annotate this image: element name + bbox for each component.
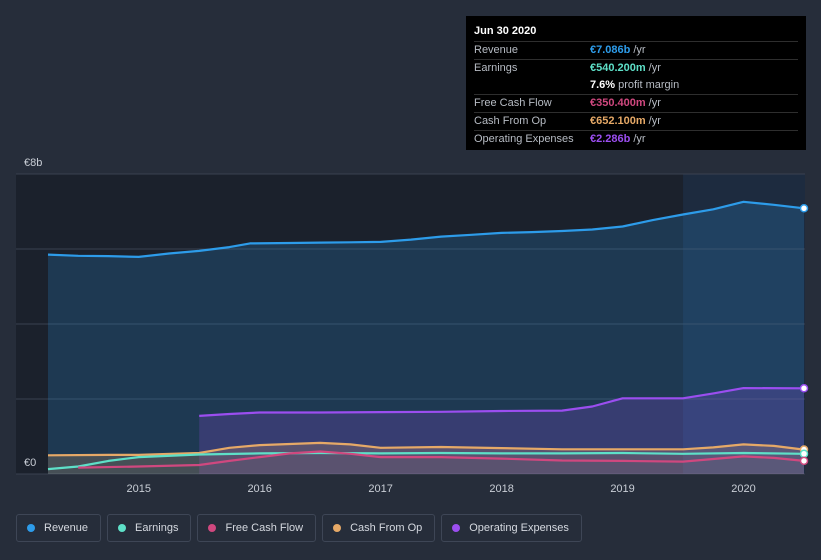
tooltip-label: Operating Expenses [474,133,574,145]
cash_from_op-line [47,441,805,457]
tooltip-unit: profit margin [618,79,680,91]
tooltip-value: €7.086b [590,44,631,56]
tooltip-row-profit-margin: 7.6% profit margin [474,77,798,95]
series-group [47,200,805,475]
legend-label: Cash From Op [350,522,423,534]
revenue-line [47,200,805,258]
legend-dot-icon [452,524,461,532]
free_cash_flow-end-point [799,456,809,466]
revenue-area [48,201,804,475]
end-markers [799,204,809,466]
legend-item-free-cash-flow[interactable]: Free Cash Flow [197,514,317,542]
tooltip-label: Free Cash Flow [474,97,552,109]
free_cash_flow-line [78,450,805,469]
x-tick-label: 2017 [368,483,392,495]
y-axis-bottom-label: €0 [24,457,36,469]
x-tick-label: 2016 [247,483,271,495]
tooltip: Jun 30 2020 Revenue €7.086b /yr Earnings… [466,16,806,150]
tooltip-unit: /yr [648,62,661,74]
tooltip-unit: /yr [648,115,661,127]
legend-label: Earnings [135,522,179,534]
tooltip-unit: /yr [633,133,646,145]
legend-dot-icon [333,524,342,532]
legend-dot-icon [208,524,217,532]
tooltip-value: €2.286b [590,133,631,145]
tooltip-value: €350.400m [590,97,646,109]
legend-item-earnings[interactable]: Earnings [107,514,192,542]
legend-item-revenue[interactable]: Revenue [16,514,102,542]
tooltip-value: €652.100m [590,115,646,127]
legend-label: Operating Expenses [469,522,569,534]
tooltip-label: Revenue [474,44,519,56]
tooltip-row-operating-expenses: Operating Expenses €2.286b /yr [474,131,798,148]
y-axis-top-label: €8b [24,157,42,169]
legend-dot-icon [27,524,35,532]
x-tick-label: 2020 [731,483,755,495]
legend: Revenue Earnings Free Cash Flow Cash Fro… [16,514,582,542]
tooltip-row-free-cash-flow: Free Cash Flow €350.400m /yr [474,95,798,113]
tooltip-date: Jun 30 2020 [474,24,798,42]
tooltip-row-revenue: Revenue €7.086b /yr [474,42,798,60]
tooltip-row-cash-from-op: Cash From Op €652.100m /yr [474,113,798,131]
earnings-end-point [799,449,809,458]
tooltip-value: 7.6% [590,79,616,91]
x-axis-ticks: 2015 2016 2017 2018 2019 2020 [126,483,755,495]
legend-item-operating-expenses[interactable]: Operating Expenses [441,514,582,542]
operating_expenses-line [199,387,805,417]
tooltip-unit: /yr [633,44,646,56]
cash_from_op-area [48,442,804,474]
tooltip-row-earnings: Earnings €540.200m /yr [474,60,798,77]
legend-item-cash-from-op[interactable]: Cash From Op [322,514,436,542]
tooltip-label: Earnings [474,62,518,74]
tooltip-label [474,77,590,94]
x-tick-label: 2015 [126,483,150,495]
tooltip-label: Cash From Op [474,115,547,127]
revenue-end-point [799,204,809,213]
earnings-line [47,451,805,471]
legend-label: Free Cash Flow [225,522,304,534]
legend-dot-icon [118,524,127,532]
tooltip-value: €540.200m [590,62,646,74]
tooltip-unit: /yr [648,97,661,109]
legend-label: Revenue [44,522,89,534]
x-tick-label: 2018 [489,483,513,495]
operating_expenses-end-point [799,384,809,393]
x-tick-label: 2019 [610,483,634,495]
